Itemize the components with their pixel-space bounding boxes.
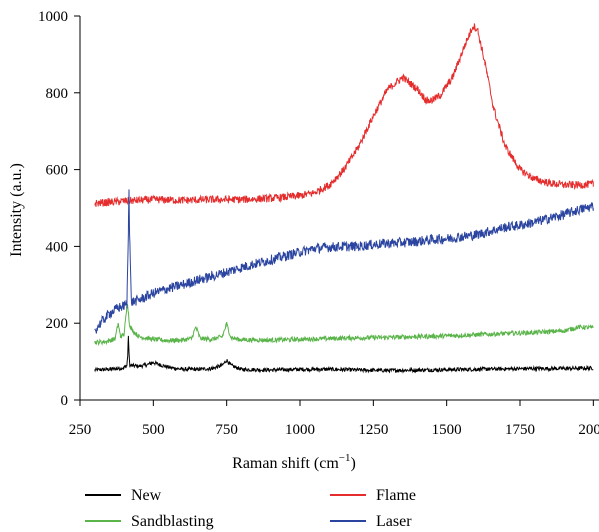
y-ticks: 0 200 400 600 800 1000 <box>38 9 80 409</box>
x-axis-title: Raman shift (cm−1) <box>232 452 356 472</box>
y-tick-label: 600 <box>46 163 69 179</box>
y-tick-label: 1000 <box>38 9 68 25</box>
legend-label-laser: Laser <box>376 513 412 530</box>
x-axis-title-sup: −1 <box>339 452 351 464</box>
x-tick-label: 1750 <box>505 422 535 438</box>
x-tick-label: 500 <box>142 422 165 438</box>
legend-label-flame: Flame <box>376 487 416 504</box>
legend-label-new: New <box>131 487 162 504</box>
plot-area <box>94 23 594 374</box>
y-tick-label: 200 <box>46 316 69 332</box>
x-tick-label: 1250 <box>358 422 388 438</box>
y-tick-label: 400 <box>46 239 69 255</box>
x-axis-title-main: Raman shift (cm <box>232 455 339 472</box>
x-tick-label: 750 <box>215 422 238 438</box>
series-line-laser <box>94 189 594 334</box>
series-line-flame <box>94 23 594 207</box>
series-line-sandblasting <box>94 304 594 347</box>
x-tick-label: 1500 <box>432 422 462 438</box>
x-axis-title-close: ) <box>351 455 356 472</box>
y-tick-label: 800 <box>46 86 69 102</box>
y-tick-label: 0 <box>61 393 69 409</box>
legend-label-sandblasting: Sandblasting <box>131 513 214 530</box>
x-tick-label: 250 <box>69 422 92 438</box>
series-line-new <box>94 335 594 374</box>
x-tick-label: 1000 <box>285 422 315 438</box>
y-axis-title: Intensity (a.u.) <box>8 163 25 257</box>
legend: New Flame Sandblasting Laser <box>85 487 416 530</box>
